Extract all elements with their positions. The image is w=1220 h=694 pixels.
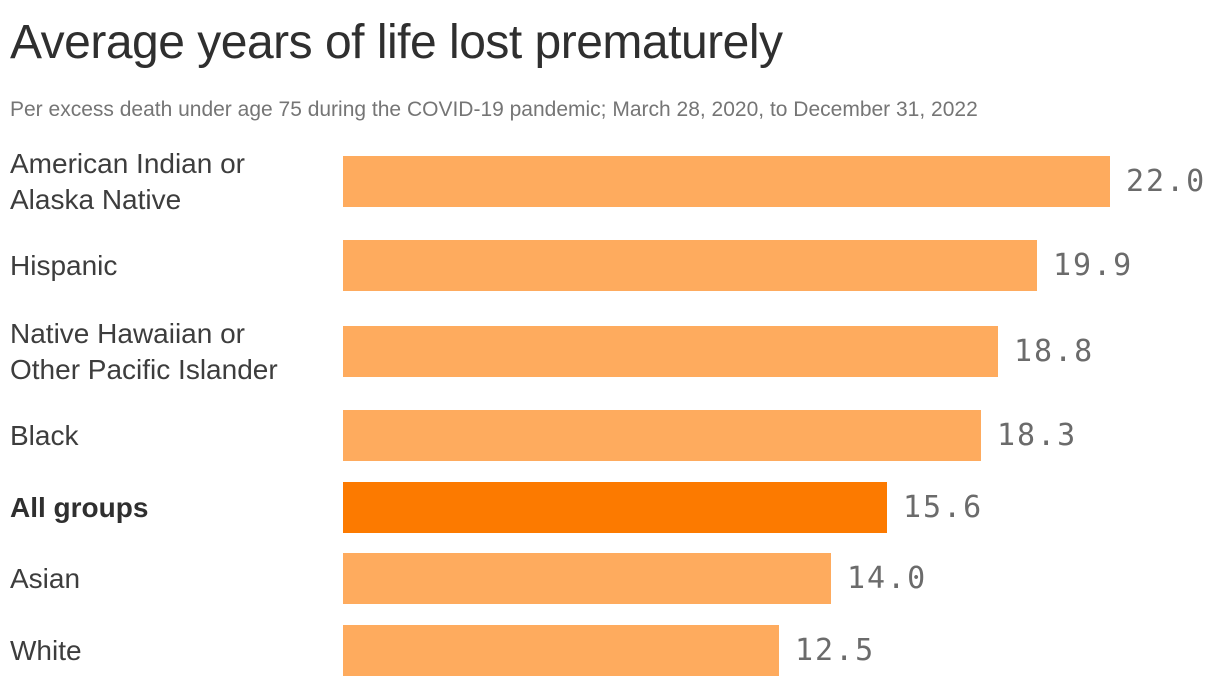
chart-subtitle: Per excess death under age 75 during the… [10, 98, 978, 121]
bar [343, 326, 998, 377]
bar [343, 482, 887, 533]
category-label: American Indian or Alaska Native [10, 147, 246, 215]
bar [343, 625, 779, 676]
bar-chart: American Indian or Alaska Native 22.0 Hisp… [10, 148, 1210, 676]
category-label: Asian [10, 562, 81, 594]
bar [343, 553, 831, 604]
category-label: Native Hawaiian or Other Pacific Islande… [10, 317, 278, 385]
category-label: All groups [10, 491, 149, 523]
bar [343, 240, 1037, 291]
bar-row: Native Hawaiian or Other Pacific Islande… [10, 318, 1210, 385]
value-label: 15.6 [903, 490, 984, 525]
value-label: 18.3 [997, 418, 1078, 453]
value-label: 19.9 [1053, 248, 1134, 283]
category-label: Black [10, 419, 79, 451]
bar [343, 156, 1110, 207]
bar [343, 410, 981, 461]
category-label: White [10, 634, 82, 666]
chart-title: Average years of life lost prematurely [10, 16, 783, 69]
category-label: Hispanic [10, 249, 118, 281]
bar-row: All groups 15.6 [10, 482, 1210, 533]
value-label: 12.5 [795, 633, 876, 668]
bar-row: Black 18.3 [10, 410, 1210, 461]
bar-row: White 12.5 [10, 625, 1210, 676]
value-label: 22.0 [1126, 164, 1207, 199]
bar-row: American Indian or Alaska Native 22.0 [10, 148, 1210, 215]
bar-row: Asian 14.0 [10, 553, 1210, 604]
bar-row: Hispanic 19.9 [10, 240, 1210, 291]
value-label: 14.0 [847, 561, 928, 596]
value-label: 18.8 [1014, 334, 1095, 369]
